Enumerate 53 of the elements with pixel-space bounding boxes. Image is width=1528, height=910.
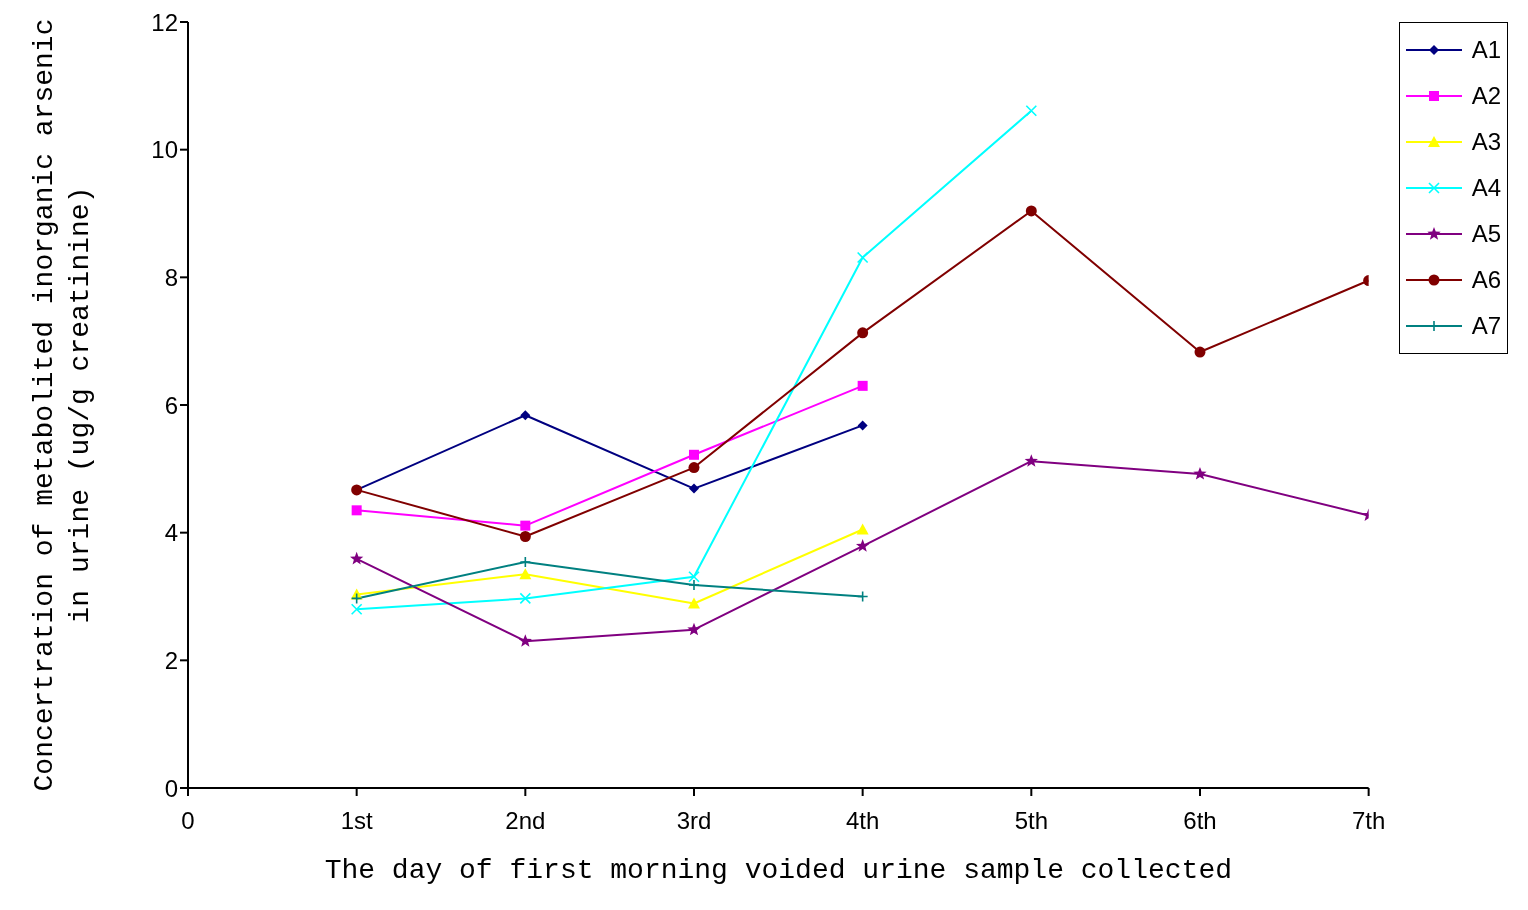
point: [520, 520, 531, 531]
x-axis-title: The day of first morning voided urine sample collected: [324, 855, 1232, 886]
point: [519, 568, 532, 580]
legend-label: A3: [1471, 128, 1501, 156]
legend-label: A5: [1471, 220, 1501, 248]
point: [350, 592, 363, 605]
point: [519, 531, 531, 542]
y-axis-title: Concertration of metabolited inorganic arsenic in urine (ug/g creatinine): [29, 18, 96, 792]
point: [519, 556, 532, 568]
y-tick-label: 12: [151, 8, 178, 36]
y-tick-label: 10: [151, 136, 178, 164]
point: [1024, 454, 1038, 467]
y-tick-label: 6: [164, 391, 178, 419]
point: [1025, 205, 1037, 217]
legend-label: A2: [1471, 82, 1501, 110]
point: [519, 592, 532, 605]
x-tick-label: 0: [181, 807, 195, 835]
legend-label: A7: [1471, 312, 1501, 340]
point: [856, 251, 869, 264]
x-tick-label: 2nd: [505, 807, 546, 835]
x-tick-label: 1st: [340, 807, 373, 835]
point: [350, 603, 363, 616]
point: [520, 410, 531, 421]
x-tick-label: 5th: [1014, 807, 1048, 835]
point: [857, 380, 868, 391]
x-tick-label: 6th: [1183, 807, 1217, 835]
point: [856, 523, 869, 535]
point: [351, 505, 362, 516]
point: [688, 449, 699, 460]
point: [856, 590, 869, 603]
legend-label: A1: [1471, 36, 1501, 64]
y-tick-label: 0: [164, 774, 178, 802]
point: [1194, 346, 1206, 358]
x-tick-label: 4th: [845, 807, 880, 835]
y-tick-label: 4: [164, 519, 178, 547]
x-tick-label: 7th: [1351, 807, 1386, 835]
point: [350, 551, 364, 565]
point: [1025, 104, 1038, 117]
x-tick-label: 3rd: [676, 807, 712, 835]
point: [855, 539, 870, 552]
y-tick-label: 2: [164, 646, 178, 674]
point: [857, 327, 869, 339]
point: [687, 597, 700, 609]
point: [688, 570, 700, 583]
legend-label: A6: [1471, 266, 1501, 294]
point: [687, 622, 701, 636]
point: [518, 634, 532, 647]
y-tick-label: 8: [164, 263, 178, 291]
point: [1193, 466, 1207, 480]
point: [857, 420, 868, 431]
legend-label: A4: [1471, 174, 1501, 202]
point: [688, 462, 700, 474]
point: [688, 483, 699, 494]
